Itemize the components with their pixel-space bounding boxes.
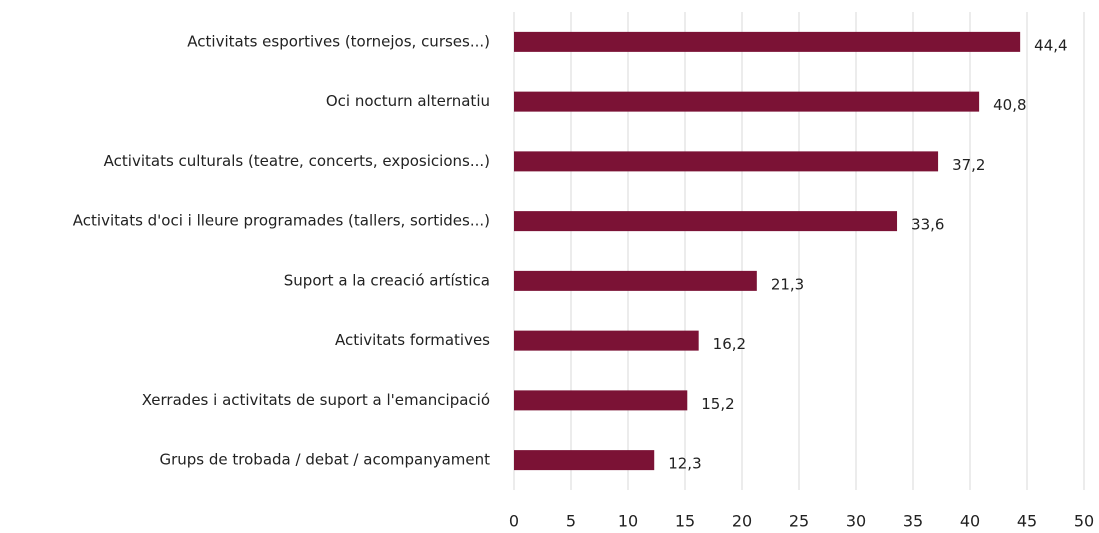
bar — [514, 270, 757, 291]
value-label: 21,3 — [771, 275, 804, 293]
bar — [514, 390, 688, 411]
y-tick-label: Activitats culturals (teatre, concerts, … — [104, 152, 490, 170]
bar — [514, 211, 898, 232]
x-tick-label: 25 — [789, 512, 809, 531]
y-tick-label: Xerrades i activitats de suport a l'eman… — [142, 391, 490, 409]
value-label: 15,2 — [701, 395, 734, 413]
value-label: 37,2 — [952, 156, 985, 174]
value-label: 16,2 — [713, 335, 746, 353]
x-tick-label: 35 — [903, 512, 923, 531]
bar — [514, 450, 655, 471]
y-tick-label: Activitats esportives (tornejos, curses.… — [187, 32, 490, 50]
y-tick-label: Activitats d'oci i lleure programades (t… — [73, 212, 490, 230]
bar — [514, 151, 939, 172]
value-label: 40,8 — [993, 96, 1026, 114]
bar — [514, 330, 699, 351]
x-tick-label: 15 — [675, 512, 695, 531]
bar — [514, 91, 980, 112]
value-label: 12,3 — [668, 455, 701, 473]
x-tick-label: 20 — [732, 512, 752, 531]
y-tick-label: Grups de trobada / debat / acompanyament — [159, 451, 490, 469]
bar — [514, 31, 1021, 52]
x-tick-label: 30 — [846, 512, 866, 531]
x-tick-label: 40 — [960, 512, 980, 531]
x-tick-label: 45 — [1017, 512, 1037, 531]
value-label: 33,6 — [911, 216, 944, 234]
y-tick-label: Suport a la creació artística — [284, 271, 490, 289]
value-label: 44,4 — [1034, 36, 1067, 54]
x-tick-label: 5 — [566, 512, 576, 531]
x-tick-label: 10 — [618, 512, 638, 531]
x-tick-label: 0 — [509, 512, 519, 531]
x-tick-label: 50 — [1074, 512, 1094, 531]
y-tick-label: Oci nocturn alternatiu — [326, 92, 490, 110]
y-tick-label: Activitats formatives — [335, 331, 490, 349]
